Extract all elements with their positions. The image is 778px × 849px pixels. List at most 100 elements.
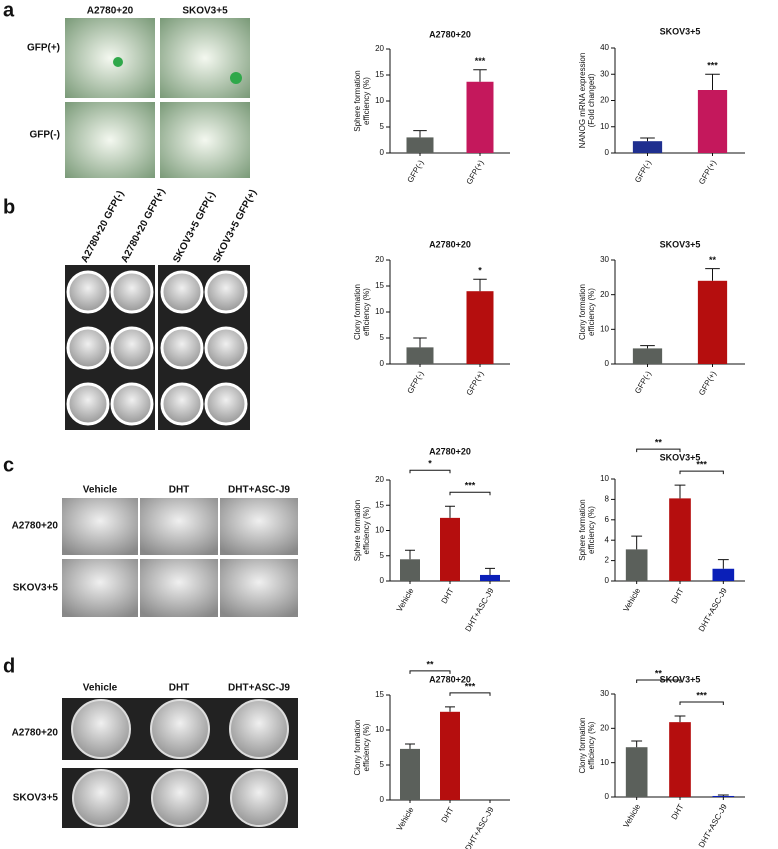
x-tick-label: DHT+ASC-J9 [463,805,495,849]
y-tick-label: 30 [600,69,609,78]
y-axis-label: efficiency (%) [362,723,371,771]
x-tick-label: GFP(+) [465,158,486,186]
micrograph [62,559,138,617]
wells [66,270,248,426]
column-header: Vehicle [83,683,118,694]
significance: * [478,266,482,276]
y-tick-label: 15 [375,690,384,699]
panel-label: d [3,655,15,677]
significance: *** [696,690,707,700]
y-axis-label: Clony formation [353,719,362,775]
x-tick-label: GFP(-) [633,369,653,395]
y-tick-label: 20 [600,290,609,299]
x-tick-label: GFP(+) [465,369,486,397]
y-tick-label: 20 [375,44,384,53]
error-bar [640,137,655,142]
error-bar [445,706,455,712]
column-header: Vehicle [83,485,118,496]
bar [669,498,691,581]
y-tick-label: 5 [380,122,385,131]
micrograph [65,18,155,98]
bar [632,141,663,153]
bar [625,549,648,581]
y-axis-label: Clony formation [578,284,587,340]
significance: ** [426,659,434,669]
y-tick-label: 10 [375,526,384,535]
y-tick-label: 15 [375,281,384,290]
wells [71,699,289,827]
significance: *** [475,56,486,66]
column-header: DHT [169,683,190,694]
bar [406,137,434,153]
y-axis-label: efficiency (%) [587,721,596,769]
bar [712,568,735,581]
y-tick-label: 5 [380,333,385,342]
bar [632,348,663,364]
images-d: Vehicle DHT DHT+ASC-J9 A2780+20 SKOV3+5 [12,683,298,828]
y-tick-label: 15 [375,500,384,509]
comparison-bracket [636,679,681,683]
micrograph [220,498,298,555]
bar [400,748,420,800]
error-bar [631,535,643,550]
bar [697,280,728,364]
chart-title: A2780+20 [429,29,471,39]
x-tick-label: DHT [440,586,456,605]
y-axis-label: NANOG mRNA expression [578,53,587,149]
y-tick-label: 20 [600,723,609,732]
y-axis-label: Sphere formation [353,70,362,131]
y-tick-label: 2 [605,556,610,565]
y-axis-label: efficiency (%) [587,288,596,336]
micrograph [140,498,218,555]
chart-title: A2780+20 [429,674,471,684]
y-tick-label: 0 [380,359,385,368]
column-header: SKOV3+5 GFP(-) [171,190,218,265]
micrograph [140,559,218,617]
micrograph [220,559,298,617]
x-tick-label: Vehicle [395,586,416,613]
error-bar [640,345,655,349]
y-axis-label: efficiency (%) [587,506,596,554]
chart-title: A2780+20 [429,446,471,456]
row-label: GFP(+) [27,43,60,54]
y-axis-label: efficiency (%) [362,506,371,554]
bar [697,90,728,153]
comparison-bracket [679,701,724,705]
comparison-bracket [409,469,451,474]
error-bar [405,549,415,560]
x-tick-label: DHT [670,586,686,605]
y-tick-label: 40 [600,43,609,52]
comparison-bracket [679,470,724,475]
y-tick-label: 20 [375,475,384,484]
x-tick-label: DHT [670,802,686,821]
column-header: A2780+20 GFP(+) [119,187,167,265]
significance: ** [655,437,663,447]
comparison-bracket [449,692,491,696]
y-tick-label: 6 [605,515,610,524]
error-bar [717,794,729,796]
significance: ** [709,255,717,265]
column-header: SKOV3+5 GFP(+) [211,188,259,265]
x-tick-label: GFP(-) [406,158,426,184]
column-header: DHT+ASC-J9 [228,485,290,496]
y-tick-label: 0 [605,576,610,585]
micrograph [160,102,250,178]
error-bar [413,130,427,138]
bar [406,347,434,364]
y-tick-label: 5 [380,760,385,769]
y-tick-label: 4 [605,535,610,544]
y-tick-label: 10 [375,307,384,316]
x-tick-label: GFP(+) [697,158,718,186]
x-tick-label: DHT+ASC-J9 [697,586,729,633]
chart-title: SKOV3+5 [660,674,701,684]
y-tick-label: 30 [600,255,609,264]
y-tick-label: 30 [600,689,609,698]
comparison-bracket [636,448,681,453]
y-tick-label: 0 [380,148,385,157]
significance: *** [696,459,707,469]
sphere [113,57,123,67]
y-axis-label: Clony formation [353,284,362,340]
significance: * [428,459,432,469]
bar [669,722,691,797]
